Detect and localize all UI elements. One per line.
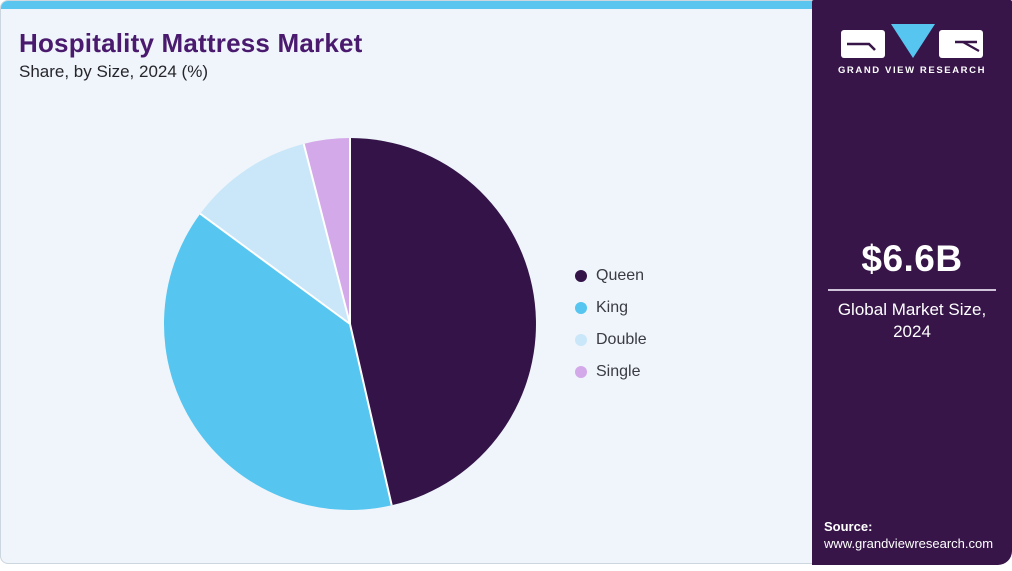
accent-top-bar [1,1,812,9]
pie-slice-queen [350,138,536,506]
legend-item-king: King [575,298,647,318]
chart-subtitle: Share, by Size, 2024 (%) [19,62,208,81]
pie-chart [164,138,536,510]
pie-slice-separator [199,212,351,325]
market-size-divider [828,289,996,291]
legend-label-double: Double [596,331,647,348]
gvr-logo-text: GRAND VIEW RESEARCH [837,65,987,76]
gvr-logo: GRAND VIEW RESEARCH [812,22,1012,76]
logo-v-triangle-icon [891,24,935,58]
legend-swatch-king-icon [575,302,587,314]
legend-label-king: King [596,299,629,316]
chart-title: Hospitality Mattress Market [19,28,363,58]
pie-slice-separator [349,323,393,506]
pie-slice-king [164,213,392,510]
legend: Queen King Double Single [575,266,647,382]
legend-item-single: Single [575,362,647,382]
legend-swatch-queen-icon [575,270,587,282]
legend-swatch-double-icon [575,334,587,346]
pie-slice-separator [302,143,351,325]
gvr-logo-mark-icon [841,24,983,58]
chart-card: Hospitality Mattress Market Share, by Si… [0,0,813,564]
legend-item-double: Double [575,330,647,350]
logo-g-block-icon [841,30,885,58]
legend-label-queen: Queen [596,267,645,284]
legend-label-single: Single [596,363,641,380]
legend-swatch-single-icon [575,366,587,378]
pie-slice-double [200,143,350,324]
source-label: Source: [824,519,873,534]
legend-item-queen: Queen [575,266,647,286]
brand-panel: GRAND VIEW RESEARCH $6.6B Global Market … [812,0,1012,565]
market-size-block: $6.6B Global Market Size, 2024 [812,238,1012,344]
market-size-value: $6.6B [861,238,963,279]
logo-r-block-icon [939,30,983,58]
source-url: www.grandviewresearch.com [824,536,994,551]
market-size-label: Global Market Size, 2024 [837,300,987,342]
source-block: Source: www.grandviewresearch.com [824,519,993,551]
